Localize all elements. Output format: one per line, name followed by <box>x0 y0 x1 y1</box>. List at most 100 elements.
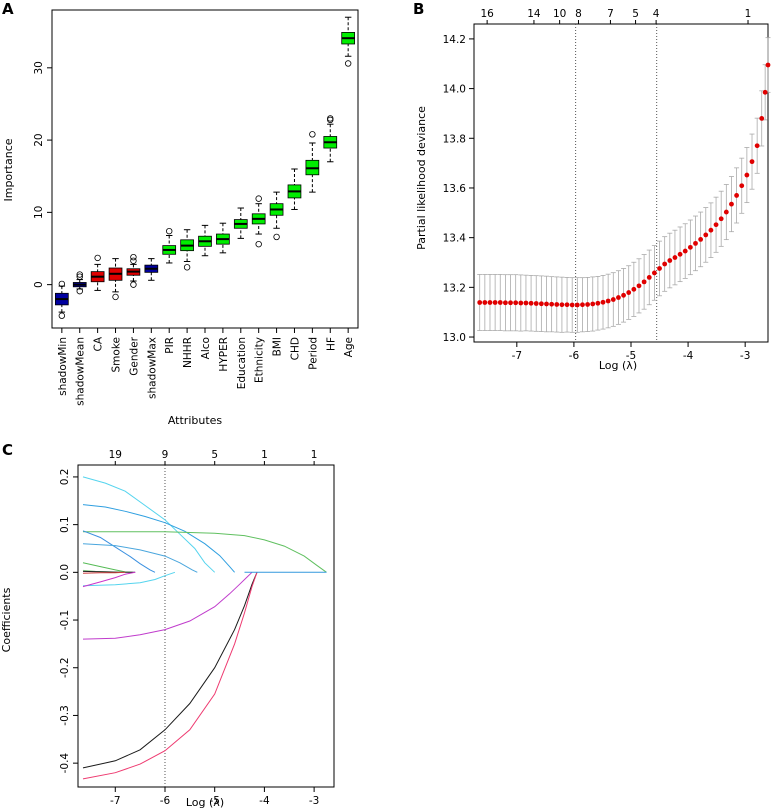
panel-c-x-tick-label: -7 <box>110 795 120 807</box>
panel-a-x-tick-label: PIR <box>164 337 176 354</box>
panel-a-x-tick-label: shadowMax <box>146 337 158 399</box>
box-outlier <box>166 227 173 235</box>
box-outlier <box>130 253 137 261</box>
path-green-3 <box>83 531 327 573</box>
panel-a-x-tick-label: Period <box>307 337 319 370</box>
panel-c-y-tick-label: 0.0 <box>59 564 71 581</box>
panel-c-x-axis-label: Log (λ) <box>186 796 224 809</box>
path-red-9 <box>82 571 126 574</box>
path-blue-5 <box>82 543 198 573</box>
deviance-point <box>502 300 508 306</box>
deviance-point <box>590 301 596 307</box>
panel-b-top-tick-label: 8 <box>575 8 582 20</box>
panel-b-y-tick-label: 13.8 <box>443 133 466 145</box>
box-outlier <box>112 293 119 301</box>
deviance-point <box>600 299 606 305</box>
panel-c-top-tick-label: 5 <box>211 449 218 461</box>
deviance-point <box>677 251 683 257</box>
panel-a-y-axis-label: Importance <box>2 138 15 201</box>
path-black-8 <box>82 570 136 573</box>
panel-c-x-tick-label: -6 <box>160 795 171 807</box>
panel-b-y-tick-label: 13.0 <box>443 332 466 344</box>
deviance-point <box>538 301 544 307</box>
deviance-point <box>749 159 755 165</box>
deviance-point <box>713 222 719 228</box>
panel-a-x-tick-label: Education <box>236 337 248 389</box>
deviance-point <box>580 302 585 308</box>
deviance-point <box>482 300 488 305</box>
panel-b-y-tick-label: 13.4 <box>443 233 467 245</box>
path-blue-4 <box>82 530 156 573</box>
panel-b-top-tick-label: 16 <box>480 8 494 20</box>
deviance-point <box>687 244 693 250</box>
panel-b-y-tick-label: 13.6 <box>443 183 467 195</box>
panel-b-top-tick-label: 14 <box>527 8 541 20</box>
panel-b-top-tick-label: 4 <box>653 8 660 20</box>
panel-b-x-tick-label: -5 <box>626 350 636 362</box>
box-outlier <box>327 115 334 122</box>
panel-b-letter: B <box>413 0 424 18</box>
deviance-point <box>569 302 575 308</box>
panel-a-y-tick-label: 10 <box>33 206 45 219</box>
panel-a-x-tick-label: Gender <box>128 336 140 375</box>
deviance-point <box>646 275 652 280</box>
box-outlier <box>76 271 83 278</box>
panel-b-cv-plot: B -7 -6 -5 -4 -3 13.0 13.2 13.4 13.6 13.8 14.0 14.2… <box>413 0 771 372</box>
panel-a-x-tick-label: HF <box>325 337 337 351</box>
panel-c-coefficient-paths: C -7 -6 -5 -4 -3 -0.4 -0.3 -0.2 -0.1 0.0 0.1 0.2 19 9… <box>0 441 335 809</box>
deviance-point <box>636 283 642 289</box>
box-outlier <box>76 287 83 295</box>
panel-c-y-tick-label: -0.2 <box>59 657 71 678</box>
panel-a-x-tick-label: shadowMin <box>57 337 69 396</box>
panel-c-y-tick-label: -0.1 <box>59 610 71 631</box>
deviance-point <box>765 62 771 68</box>
path-magenta-11 <box>82 571 136 588</box>
panel-c-top-tick-label: 1 <box>261 449 268 461</box>
panel-a-x-tick-label: CHD <box>289 337 301 360</box>
deviance-point <box>497 300 503 305</box>
deviance-point <box>554 302 560 307</box>
path-pink-14 <box>82 572 258 780</box>
path-magenta-12 <box>82 571 253 640</box>
box-outlier <box>58 312 66 319</box>
box-outlier <box>255 195 262 202</box>
deviance-point <box>544 301 549 307</box>
panel-b-x-tick-label: -6 <box>569 350 580 362</box>
panel-b-x-tick-label: -7 <box>512 350 522 362</box>
path-black-13 <box>82 572 258 769</box>
deviance-point <box>729 201 734 207</box>
deviance-point <box>703 232 709 238</box>
box-outlier <box>344 60 352 67</box>
deviance-point <box>605 298 611 304</box>
deviance-point <box>518 300 524 306</box>
box-outlier <box>255 240 262 248</box>
path-cyan-1 <box>82 476 216 573</box>
panel-c-y-tick-label: 0.1 <box>59 516 71 533</box>
panel-a-y-tick-label: 20 <box>33 133 45 146</box>
deviance-point <box>723 209 729 215</box>
deviance-point <box>610 297 616 302</box>
deviance-point <box>533 301 539 306</box>
panel-c-top-tick-label: 9 <box>162 449 169 461</box>
deviance-point <box>744 172 750 178</box>
deviance-point <box>523 300 529 306</box>
panel-a-y-tick-label: 30 <box>33 61 45 74</box>
deviance-point <box>508 300 513 306</box>
path-blue-2 <box>82 504 235 573</box>
box-outlier <box>183 264 191 271</box>
deviance-point <box>492 300 498 305</box>
deviance-point <box>616 295 621 300</box>
deviance-point <box>564 302 570 308</box>
deviance-point <box>698 236 704 242</box>
deviance-point <box>487 300 493 305</box>
panel-a-x-tick-label: CA <box>93 336 105 351</box>
panel-a-x-tick-label: Ethnicity <box>254 337 266 383</box>
box-outlier <box>58 280 66 288</box>
deviance-point <box>585 302 591 307</box>
panel-a-x-tick-label: HYPER <box>218 337 230 372</box>
panel-c-x-tick-label: -3 <box>309 795 319 807</box>
panel-b-top-tick-label: 1 <box>745 8 752 20</box>
panel-b-x-axis-label: Log (λ) <box>599 359 637 372</box>
deviance-point <box>651 270 657 276</box>
panel-c-letter: C <box>2 441 13 459</box>
